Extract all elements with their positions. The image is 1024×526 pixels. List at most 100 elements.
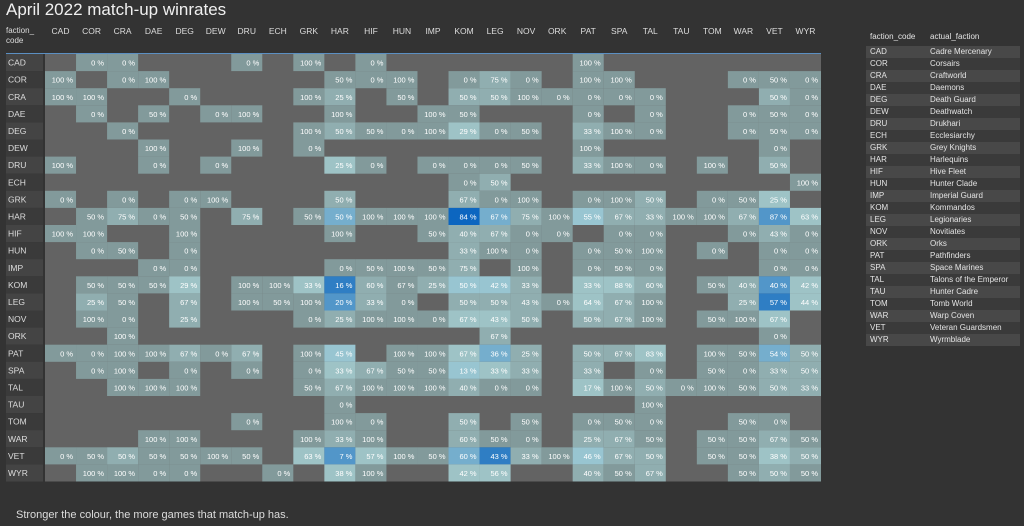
cell-value: 100 %	[238, 298, 260, 307]
heatmap-cell	[324, 156, 356, 174]
cell-value: 100 %	[548, 452, 570, 461]
heatmap-cell	[634, 413, 666, 431]
cell-value: 100 %	[362, 383, 384, 392]
cell-value: 0 %	[650, 230, 663, 239]
cell-value: 0 %	[774, 264, 787, 273]
heatmap-cell	[758, 361, 790, 379]
heatmap-cell	[634, 378, 666, 396]
cell-value: 38 %	[770, 452, 787, 461]
heatmap-cell	[417, 259, 449, 277]
cell-value: 0 %	[122, 76, 135, 85]
cell-value: 0 %	[215, 110, 228, 119]
heatmap-cell	[417, 447, 449, 465]
heatmap-cell	[572, 310, 604, 328]
cell-value: 29 %	[459, 127, 476, 136]
legend-faction-name: Grey Knights	[926, 142, 1020, 154]
cell-value: 20 %	[335, 298, 352, 307]
cell-value: 40 %	[584, 469, 601, 478]
legend-row: KOM Kommandos	[866, 202, 1020, 214]
heatmap-cell	[479, 173, 511, 191]
heatmap-cell	[448, 430, 480, 448]
cell-value: 100 %	[486, 247, 508, 256]
heatmap-cell	[169, 242, 201, 260]
cell-value: 50 %	[739, 349, 756, 358]
cell-value: 25 %	[584, 435, 601, 444]
legend-faction-code: CRA	[866, 70, 926, 82]
heatmap-cell	[76, 54, 108, 72]
heatmap-cell	[448, 447, 480, 465]
heatmap-cell	[138, 105, 170, 123]
cell-value: 0 %	[526, 383, 539, 392]
row-label: IMP	[8, 263, 23, 273]
cell-value: 0 %	[60, 195, 73, 204]
heatmap-cell	[572, 430, 604, 448]
legend-faction-name: Harlequins	[926, 154, 1020, 166]
heatmap-cell	[789, 276, 821, 294]
cell-value: 100 %	[579, 59, 601, 68]
heatmap-cell	[231, 447, 263, 465]
heatmap-cell	[758, 225, 790, 243]
cell-value: 0 %	[91, 349, 104, 358]
column-label: GRK	[300, 26, 319, 36]
cell-value: 100 %	[52, 93, 74, 102]
cell-value: 25 %	[180, 315, 197, 324]
row-label-band	[6, 122, 43, 140]
heatmap-cell	[293, 430, 325, 448]
heatmap-cell	[355, 54, 387, 72]
heatmap-cell	[417, 156, 449, 174]
heatmap-cell	[386, 361, 418, 379]
cell-value: 0 %	[495, 195, 508, 204]
legend-faction-code: WYR	[866, 334, 926, 346]
cell-value: 50 %	[490, 298, 507, 307]
heatmap-cell	[386, 207, 418, 225]
heatmap-cell	[479, 88, 511, 106]
heatmap-cell	[386, 122, 418, 140]
heatmap-cell	[758, 139, 790, 157]
heatmap-cell	[138, 430, 170, 448]
heatmap-cell	[758, 190, 790, 208]
cell-value: 0 %	[91, 366, 104, 375]
heatmap-cell	[758, 105, 790, 123]
heatmap-cell	[293, 122, 325, 140]
cell-value: 100 %	[517, 264, 539, 273]
cell-value: 100 %	[642, 315, 664, 324]
heatmap-cell	[572, 259, 604, 277]
heatmap-cell	[76, 88, 108, 106]
heatmap-cell	[510, 122, 542, 140]
heatmap-cell	[355, 464, 387, 482]
cell-value: 60 %	[646, 281, 663, 290]
cell-value: 67 %	[180, 298, 197, 307]
cell-value: 16 %	[335, 281, 352, 290]
cell-value: 67 %	[180, 349, 197, 358]
legend-faction-code: COR	[866, 58, 926, 70]
heatmap-cell	[386, 293, 418, 311]
cell-value: 50 %	[584, 349, 601, 358]
cell-value: 100 %	[393, 383, 415, 392]
cell-value: 50 %	[366, 127, 383, 136]
legend-faction-code: GRK	[866, 142, 926, 154]
heatmap-cell	[603, 207, 635, 225]
cell-value: 0 %	[619, 230, 632, 239]
cell-value: 0 %	[371, 418, 384, 427]
cell-value: 100 %	[704, 349, 726, 358]
heatmap-cell	[45, 88, 77, 106]
cell-value: 50 %	[739, 383, 756, 392]
heatmap-cell	[200, 156, 232, 174]
cell-value: 0 %	[526, 435, 539, 444]
heatmap-cell	[758, 122, 790, 140]
cell-value: 50 %	[335, 127, 352, 136]
legend-faction-code: KOM	[866, 202, 926, 214]
row-label-band	[6, 190, 43, 208]
heatmap-cell	[448, 156, 480, 174]
heatmap-cell	[510, 310, 542, 328]
legend-faction-name: Imperial Guard	[926, 190, 1020, 202]
legend-row: IMP Imperial Guard	[866, 190, 1020, 202]
cell-value: 0 %	[339, 401, 352, 410]
legend-faction-name: Pathfinders	[926, 250, 1020, 262]
row-label: VET	[8, 451, 25, 461]
heatmap-cell	[727, 276, 759, 294]
heatmap-cell	[169, 207, 201, 225]
row-label-band	[6, 207, 43, 225]
heatmap-cell	[386, 378, 418, 396]
cell-value: 50 %	[118, 281, 135, 290]
